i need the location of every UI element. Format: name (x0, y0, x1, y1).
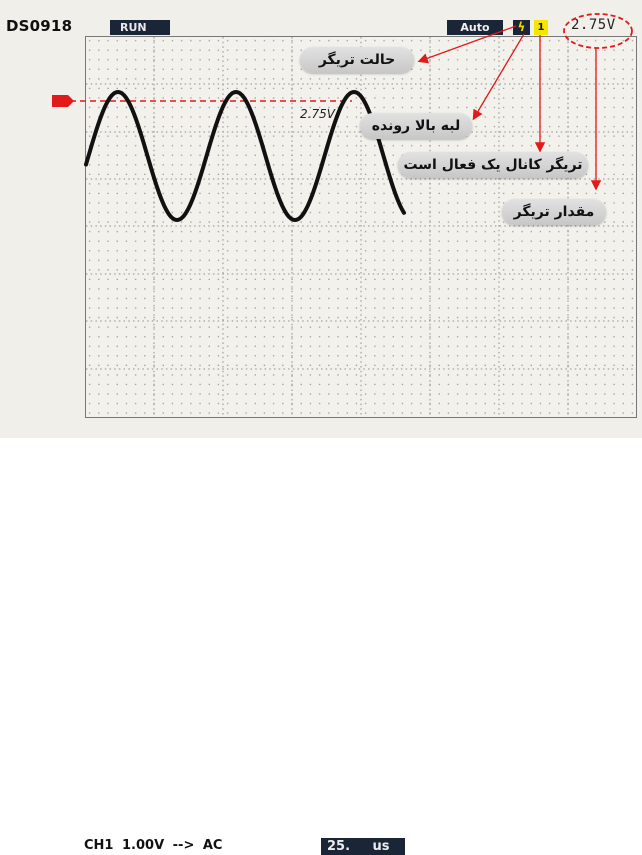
status-bar: DS0918 RUN Auto ϟ 1 2.75V (0, 0, 642, 36)
annotation-rising-edge: لبه بالا رونده (360, 113, 472, 139)
highlight-ellipse (563, 13, 633, 49)
trigger-level-readout: 2.75V (571, 17, 616, 33)
annotation-arrows (417, 25, 602, 191)
model-label: DS0918 (6, 17, 73, 35)
rising-edge-icon[interactable]: ϟ (513, 20, 530, 35)
trigger-mode-badge[interactable]: Auto (447, 20, 503, 35)
waveform-overlay (52, 13, 636, 417)
timebase-readout[interactable]: 25. us (321, 838, 405, 855)
annotation-channel-active: تریگر کانال یک فعال است (398, 152, 588, 178)
grid-dots (86, 37, 636, 417)
annotation-trigger-value: مقدار تریگر (502, 199, 606, 225)
annotation-trigger-mode: حالت تریگر (300, 47, 414, 73)
trigger-channel-badge[interactable]: 1 (534, 20, 548, 35)
sine-waveform (84, 89, 406, 223)
trigger-marker-icon[interactable] (52, 95, 74, 107)
bottom-bar: CH1 1.00V --> AC 25. us (0, 418, 642, 855)
run-status-badge[interactable]: RUN (110, 20, 170, 35)
channel-info: CH1 1.00V --> AC (84, 838, 223, 853)
level-label: 2.75V (300, 107, 335, 121)
